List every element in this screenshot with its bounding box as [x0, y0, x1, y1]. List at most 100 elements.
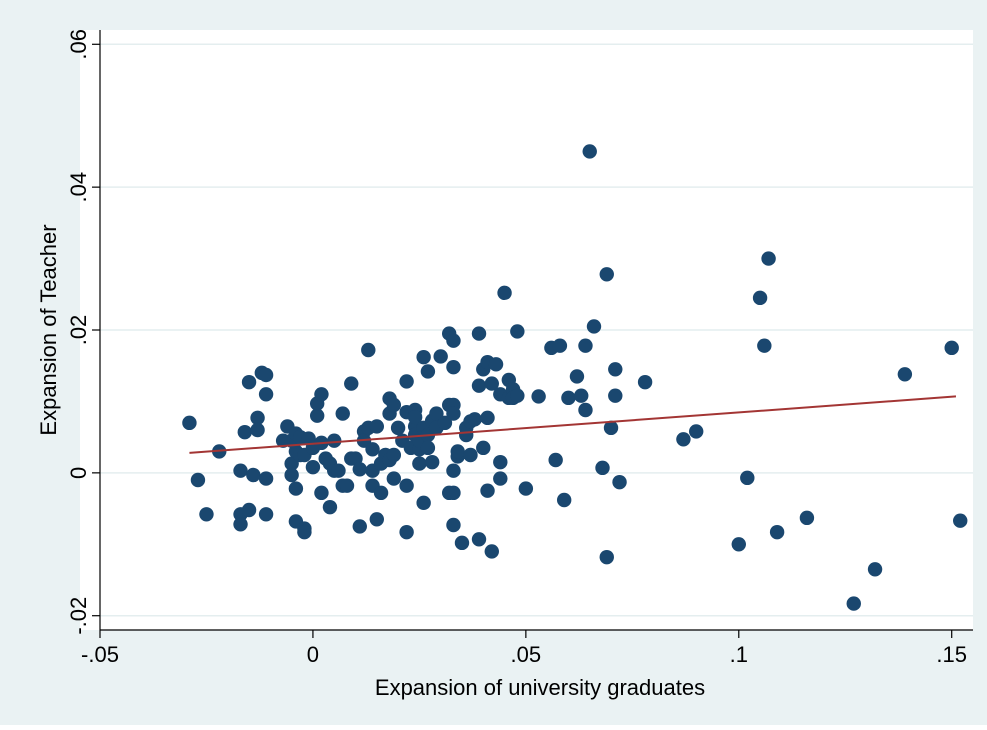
data-point	[433, 349, 448, 364]
axis-ticks: -.02 0 .02 .04 .06 -.05 0 .05 .1 .15	[66, 29, 967, 667]
data-point	[429, 406, 444, 421]
data-point	[314, 387, 329, 402]
data-point	[493, 471, 508, 486]
data-point	[484, 544, 499, 559]
data-point	[846, 596, 861, 611]
data-point	[595, 460, 610, 476]
data-point	[459, 427, 474, 443]
data-point	[497, 285, 512, 301]
data-point	[369, 419, 385, 434]
data-point	[258, 367, 274, 383]
data-point	[250, 410, 265, 426]
data-point	[953, 513, 968, 528]
x-tick-label: .1	[730, 642, 748, 667]
data-point	[731, 537, 746, 552]
data-point	[761, 251, 776, 266]
data-point	[305, 459, 321, 475]
data-point	[258, 507, 274, 522]
data-point	[752, 290, 768, 306]
data-point	[327, 433, 342, 448]
fit-line	[189, 395, 957, 454]
data-point	[488, 357, 504, 372]
x-axis-title: Expansion of university graduates	[375, 675, 705, 700]
data-point	[352, 519, 367, 534]
data-point	[471, 378, 487, 393]
data-point	[757, 338, 772, 353]
data-point	[471, 326, 487, 341]
data-point	[399, 478, 414, 493]
data-point	[582, 144, 597, 159]
data-point	[416, 495, 431, 511]
data-point	[480, 410, 495, 426]
data-point	[237, 424, 252, 440]
data-point	[437, 415, 453, 431]
data-point	[233, 463, 248, 478]
data-point	[386, 471, 402, 486]
data-point	[352, 462, 367, 477]
data-point	[471, 532, 487, 547]
data-point	[612, 474, 627, 490]
fit-line-group	[189, 395, 957, 454]
data-point	[258, 387, 274, 402]
data-point	[561, 390, 576, 406]
data-point	[518, 481, 534, 496]
data-point	[246, 467, 261, 483]
y-tick-label: -.02	[66, 597, 91, 635]
data-point	[399, 374, 414, 389]
data-point	[446, 359, 461, 375]
data-point	[867, 562, 883, 577]
y-tick-label: .02	[66, 315, 91, 346]
data-point	[599, 267, 614, 282]
data-point	[556, 492, 572, 508]
data-point	[510, 324, 525, 339]
data-point	[250, 422, 265, 438]
x-tick-label: .15	[936, 642, 967, 667]
data-point	[608, 388, 623, 403]
data-point	[420, 364, 436, 379]
data-point	[335, 406, 350, 421]
y-tick-label: .04	[66, 172, 91, 203]
data-point	[288, 481, 304, 496]
data-point	[446, 485, 461, 501]
data-point	[484, 376, 499, 391]
data-point	[258, 471, 274, 486]
x-tick-label: 0	[307, 642, 319, 667]
data-point	[769, 524, 785, 540]
data-point	[373, 485, 389, 501]
data-point	[548, 452, 563, 468]
data-point	[493, 454, 508, 470]
data-point	[416, 349, 431, 365]
data-point	[446, 517, 461, 533]
data-point	[688, 424, 704, 439]
data-point	[309, 408, 325, 423]
data-point	[386, 447, 402, 463]
data-point	[740, 470, 755, 486]
data-point	[412, 456, 427, 471]
data-point	[603, 420, 619, 436]
data-point	[424, 454, 440, 470]
data-point	[552, 338, 568, 353]
data-point	[331, 463, 346, 478]
data-point	[450, 444, 465, 459]
data-point	[314, 485, 329, 501]
y-tick-label: .06	[66, 29, 91, 60]
data-point	[446, 333, 461, 348]
data-point	[586, 319, 602, 334]
data-point	[399, 524, 414, 540]
y-tick-label: 0	[66, 467, 91, 479]
data-point	[446, 406, 461, 421]
data-point	[365, 442, 380, 457]
data-point	[190, 472, 206, 488]
data-point	[569, 369, 585, 384]
data-point	[574, 388, 589, 403]
data-point	[897, 367, 913, 382]
data-point	[446, 463, 461, 478]
data-point	[476, 440, 491, 456]
data-point	[344, 376, 359, 391]
data-point	[944, 340, 959, 356]
data-point	[297, 524, 312, 540]
data-point	[578, 338, 593, 353]
data-point	[241, 374, 257, 390]
